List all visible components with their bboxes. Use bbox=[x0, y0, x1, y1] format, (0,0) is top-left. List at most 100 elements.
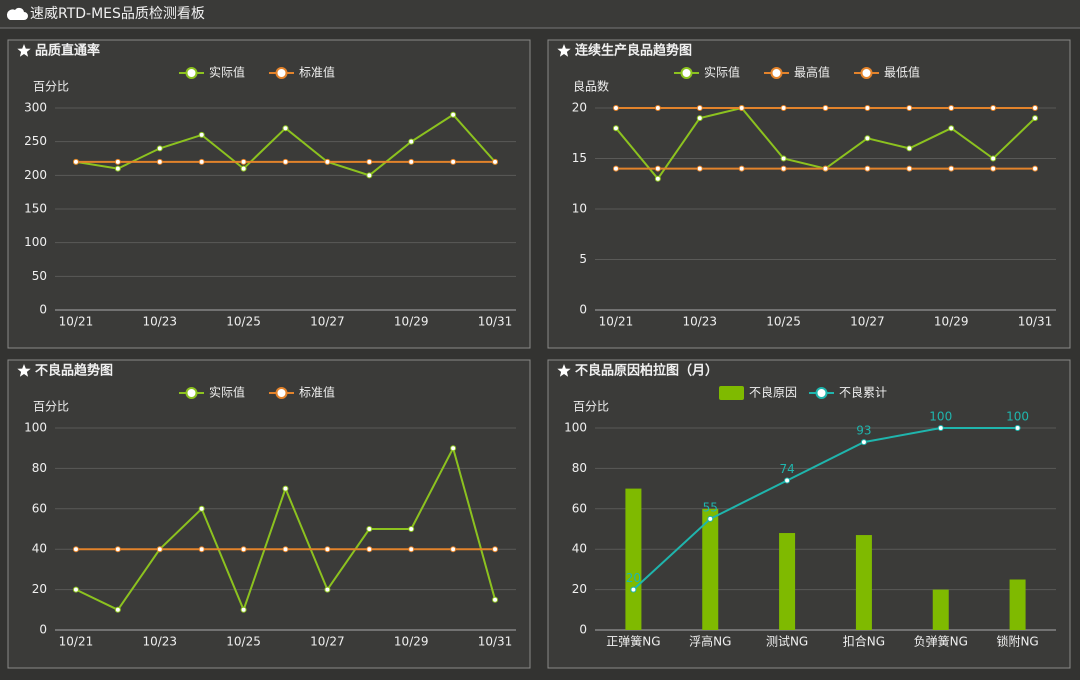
cloud-icon bbox=[6, 7, 28, 21]
data-point bbox=[990, 165, 997, 172]
data-point bbox=[450, 158, 457, 165]
data-point bbox=[366, 546, 373, 553]
x-tick-label: 负弹簧NG bbox=[914, 634, 968, 649]
data-point bbox=[738, 105, 745, 111]
data-point bbox=[408, 158, 415, 165]
data-point bbox=[822, 105, 829, 111]
data-point bbox=[282, 158, 289, 165]
series-line bbox=[632, 427, 1018, 591]
x-tick-label: 10/31 bbox=[478, 635, 513, 649]
y-tick-label: 5 bbox=[579, 252, 587, 266]
chart-title: 不良品趋势图 bbox=[35, 363, 113, 379]
x-tick-label: 10/29 bbox=[934, 315, 969, 329]
data-point bbox=[156, 158, 163, 165]
y-axis-label: 百分比 bbox=[573, 400, 609, 414]
data-point bbox=[492, 596, 499, 603]
data-label: 100 bbox=[1006, 410, 1029, 424]
legend-marker bbox=[680, 67, 693, 79]
star-icon bbox=[17, 44, 31, 57]
panel bbox=[547, 39, 1071, 349]
legend-marker bbox=[860, 67, 873, 79]
data-point bbox=[948, 105, 955, 111]
data-point bbox=[654, 165, 661, 172]
y-tick-label: 0 bbox=[39, 623, 47, 637]
y-tick-label: 100 bbox=[24, 235, 47, 249]
chart-title: 不良品原因柏拉图（月） bbox=[575, 363, 718, 379]
data-point bbox=[864, 135, 871, 142]
data-label: 100 bbox=[929, 410, 952, 424]
y-tick-label: 20 bbox=[32, 582, 47, 596]
data-point bbox=[1014, 425, 1021, 431]
data-label: 74 bbox=[779, 462, 794, 476]
bar bbox=[625, 488, 642, 630]
chart-title: 连续生产良品趋势图 bbox=[575, 43, 692, 59]
legend-marker bbox=[185, 387, 198, 399]
data-point bbox=[990, 155, 997, 162]
legend-label: 不良原因 bbox=[749, 385, 797, 400]
data-point bbox=[72, 546, 79, 553]
y-tick-label: 60 bbox=[32, 501, 47, 515]
data-point bbox=[156, 546, 163, 553]
legend-label: 不良累计 bbox=[839, 385, 887, 400]
data-point bbox=[198, 546, 205, 553]
data-point bbox=[156, 145, 163, 152]
x-tick-label: 10/23 bbox=[682, 315, 717, 329]
bar bbox=[1009, 579, 1026, 630]
data-point bbox=[780, 165, 787, 172]
data-point bbox=[696, 105, 703, 111]
x-tick-label: 10/25 bbox=[766, 315, 801, 329]
data-point bbox=[937, 425, 944, 431]
data-point bbox=[114, 606, 121, 613]
data-point bbox=[114, 165, 121, 172]
data-point bbox=[612, 105, 619, 111]
x-tick-label: 锁附NG bbox=[996, 634, 1038, 649]
legend-marker bbox=[185, 67, 198, 79]
y-tick-label: 200 bbox=[24, 168, 47, 182]
x-tick-label: 10/21 bbox=[59, 635, 94, 649]
y-tick-label: 80 bbox=[32, 461, 47, 475]
star-icon bbox=[17, 364, 31, 377]
y-tick-label: 100 bbox=[24, 421, 47, 435]
data-point bbox=[948, 125, 955, 132]
data-point bbox=[1032, 105, 1039, 111]
x-tick-label: 10/21 bbox=[599, 315, 634, 329]
data-point bbox=[906, 165, 913, 172]
data-point bbox=[408, 546, 415, 553]
data-point bbox=[612, 165, 619, 172]
data-point bbox=[654, 105, 661, 111]
y-tick-label: 100 bbox=[564, 421, 587, 435]
x-tick-label: 10/23 bbox=[142, 635, 177, 649]
y-tick-label: 20 bbox=[572, 582, 587, 596]
data-point bbox=[114, 546, 121, 553]
data-point bbox=[198, 505, 205, 512]
data-point bbox=[696, 165, 703, 172]
legend-label: 标准值 bbox=[299, 385, 335, 400]
data-point bbox=[906, 105, 913, 111]
bar bbox=[932, 589, 949, 630]
x-tick-label: 10/29 bbox=[394, 315, 429, 329]
y-tick-label: 40 bbox=[32, 542, 47, 556]
data-point bbox=[282, 485, 289, 492]
data-point bbox=[822, 165, 829, 172]
panel bbox=[7, 39, 531, 349]
data-label: 55 bbox=[703, 500, 718, 514]
data-point bbox=[240, 546, 247, 553]
y-axis-label: 百分比 bbox=[33, 80, 69, 94]
y-tick-label: 60 bbox=[572, 501, 587, 515]
data-label: 20 bbox=[626, 571, 641, 585]
data-point bbox=[860, 439, 867, 446]
data-point bbox=[696, 115, 703, 122]
x-tick-label: 10/29 bbox=[394, 635, 429, 649]
x-tick-label: 10/31 bbox=[478, 315, 513, 329]
y-axis-label: 良品数 bbox=[573, 79, 609, 94]
star-icon bbox=[557, 44, 571, 57]
legend-label: 标准值 bbox=[299, 65, 335, 80]
x-tick-label: 测试NG bbox=[766, 634, 808, 649]
data-point bbox=[784, 477, 791, 484]
data-point bbox=[72, 586, 79, 593]
data-point bbox=[408, 138, 415, 145]
data-point bbox=[906, 145, 913, 152]
x-tick-label: 正弹簧NG bbox=[606, 634, 660, 649]
y-tick-label: 300 bbox=[24, 101, 47, 115]
